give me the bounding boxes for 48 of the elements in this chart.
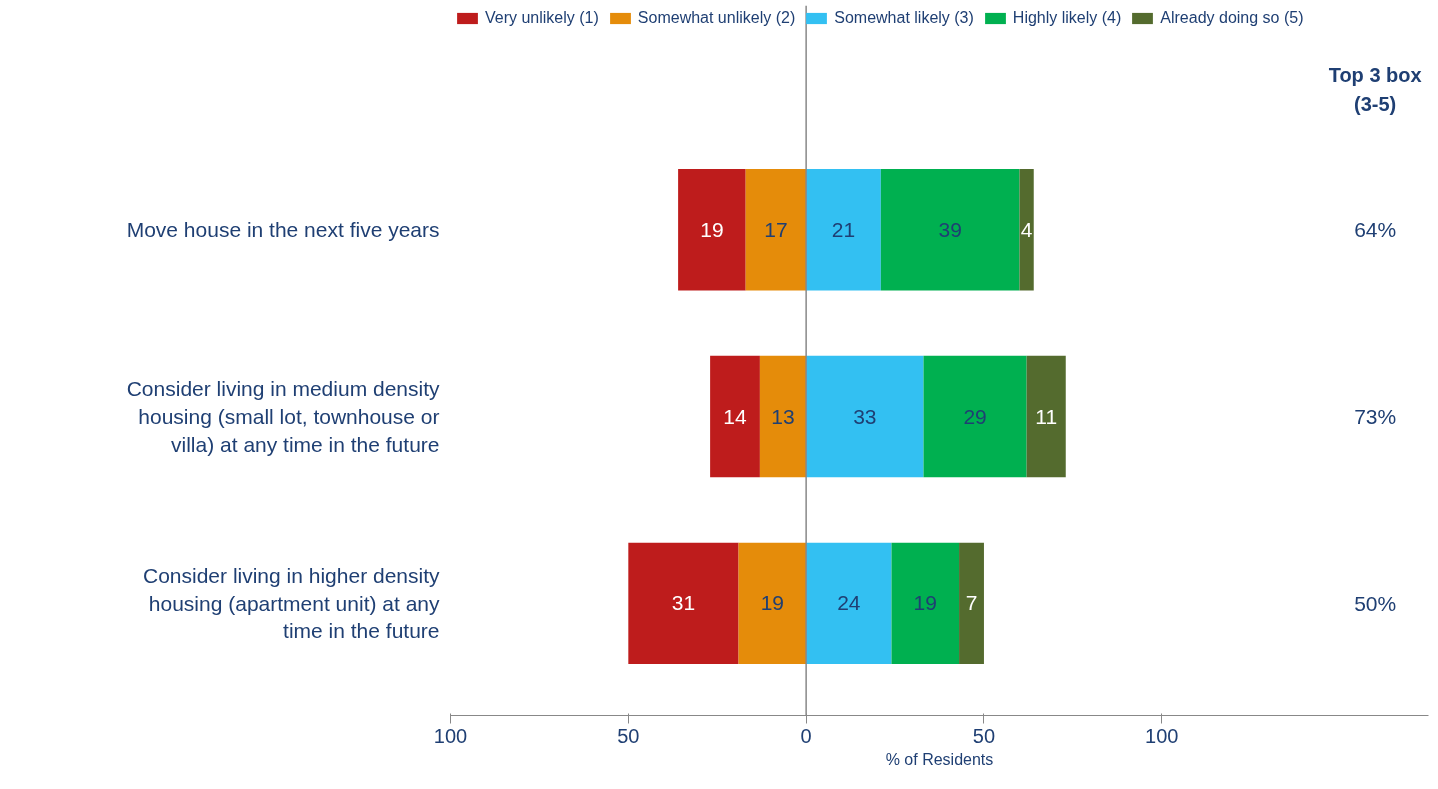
x-axis-title: % of Residents (885, 750, 994, 768)
bar (710, 355, 760, 478)
bar (738, 542, 807, 665)
bar (759, 355, 807, 478)
annotation: 64% (1354, 218, 1397, 242)
data-label: 13 (771, 404, 795, 428)
bar (678, 168, 746, 291)
annotation: 73% (1354, 405, 1397, 429)
data-label: 39 (938, 217, 962, 241)
legend-label: Somewhat unlikely (2) (637, 9, 796, 27)
data-label: 14 (723, 404, 748, 428)
bar (880, 168, 1020, 291)
data-label: 29 (963, 404, 987, 428)
bar (1026, 355, 1066, 478)
bar (891, 542, 960, 665)
x-tick-label: 0 (800, 724, 812, 747)
data-label: 11 (1035, 404, 1058, 428)
x-tick-label: 50 (972, 724, 996, 747)
legend-label: Somewhat likely (3) (834, 9, 974, 27)
y-tick-label: Consider living in higher density housing (apartment unit) at any time in the future (143, 564, 440, 643)
data-label: 17 (764, 217, 788, 241)
bar (806, 168, 881, 291)
annotation: 50% (1354, 591, 1397, 615)
data-label: 19 (700, 217, 724, 241)
data-label: 4 (1020, 217, 1033, 241)
bar (806, 542, 892, 665)
y-tick-label: Move house in the next five years (126, 218, 440, 242)
x-tick-label: 50 (617, 724, 640, 747)
data-label: 7 (965, 591, 978, 615)
bar (923, 355, 1027, 478)
bar (628, 542, 739, 665)
bar (959, 542, 984, 665)
data-label: 19 (760, 591, 785, 615)
legend-label: Very unlikely (1) (485, 9, 599, 27)
data-label: 33 (853, 404, 877, 428)
legend-label: Highly likely (4) (1012, 9, 1122, 27)
data-label: 31 (671, 591, 696, 615)
bar (745, 168, 807, 291)
x-tick-label: 100 (433, 724, 468, 747)
data-label: 21 (831, 217, 856, 241)
data-label: 19 (913, 591, 937, 615)
legend-label: Already doing so (5) (1160, 9, 1304, 27)
data-label: 24 (837, 591, 861, 615)
bar (806, 355, 924, 478)
x-tick-label: 100 (1145, 724, 1179, 747)
annotation: Top 3 box (3-5) (1328, 64, 1422, 115)
y-tick-label: Consider living in medium density housing (small lot, townhouse or villa) at any time in the future (126, 377, 440, 456)
bar (1019, 168, 1034, 291)
